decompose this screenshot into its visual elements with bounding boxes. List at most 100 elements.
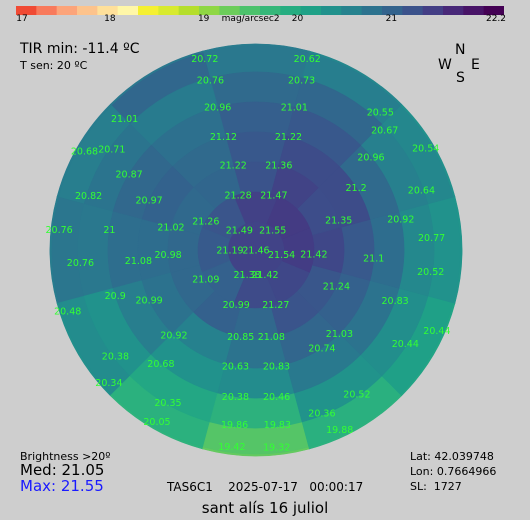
sky-value-label: 20.9: [105, 291, 126, 302]
colorbar-swatch: [280, 6, 302, 15]
max-value: Max: 21.55: [20, 477, 104, 495]
colorbar: [16, 6, 504, 15]
sky-value-label: 20.74: [308, 343, 335, 354]
sky-value-label: 19.42: [218, 442, 245, 453]
sky-value-label: 21.22: [275, 132, 302, 143]
sky-value-label: 20.36: [308, 409, 335, 420]
sky-value-label: 19.83: [264, 420, 291, 431]
sky-value-label: 21.08: [258, 332, 285, 343]
sky-value-label: 20.76: [45, 225, 72, 236]
sky-value-label: 20.67: [371, 126, 398, 137]
colorbar-swatch: [361, 6, 383, 15]
sky-value-label: 21.22: [220, 161, 247, 172]
brightness-threshold-label: Brightness >20º: [20, 450, 111, 463]
sky-limit-label: SL: 1727: [410, 480, 462, 493]
colorbar-swatch: [463, 6, 485, 15]
sky-value-label: 21: [103, 225, 115, 236]
sky-value-label: 21.38: [233, 270, 260, 281]
latitude-label: Lat: 42.039748: [410, 450, 494, 463]
colorbar-swatch: [36, 6, 58, 15]
median-value: Med: 21.05: [20, 461, 105, 479]
sky-value-label: 20.83: [381, 296, 408, 307]
sky-value-label: 20.68: [147, 359, 174, 370]
compass-east: E: [471, 57, 480, 73]
colorbar-swatch: [483, 6, 504, 15]
colorbar-swatch: [199, 6, 220, 15]
sky-value-label: 20.76: [67, 258, 94, 269]
sky-value-label: 20.99: [223, 300, 250, 311]
colorbar-swatch: [321, 6, 342, 15]
tir-min-label: TIR min: -11.4 ºC: [20, 41, 140, 57]
sky-value-label: 21.03: [326, 329, 353, 340]
sky-value-label: 21.01: [281, 103, 308, 114]
sky-value-label: 21.47: [260, 190, 287, 201]
sky-value-label: 20.92: [387, 215, 414, 226]
compass-north: N: [455, 42, 466, 58]
sky-value-label: 20.52: [343, 390, 370, 401]
sky-value-label: 21.35: [325, 215, 352, 226]
colorbar-swatch: [117, 6, 139, 15]
sky-value-label: 21.01: [111, 114, 138, 125]
sky-value-label: 20.72: [191, 54, 218, 65]
sky-value-label: 20.96: [204, 103, 231, 114]
sky-value-label: 20.38: [222, 392, 249, 403]
sky-value-label: 21.54: [268, 250, 295, 261]
sky-value-label: 20.48: [54, 307, 81, 318]
sky-value-label: 21.19: [216, 246, 243, 257]
colorbar-swatch: [97, 6, 119, 15]
sky-value-label: 21.1: [363, 254, 384, 265]
sky-value-label: 20.46: [263, 392, 290, 403]
sky-value-label: 20.99: [135, 295, 162, 306]
colorbar-tick-label: 20: [291, 14, 304, 24]
sky-value-label: 20.64: [408, 185, 435, 196]
colorbar-swatch: [77, 6, 98, 15]
sky-value-label: 20.68: [71, 147, 98, 158]
sky-value-label: 20.73: [288, 76, 315, 87]
sky-value-label: 21.28: [224, 190, 251, 201]
colorbar-swatch: [219, 6, 241, 15]
colorbar-swatch: [178, 6, 200, 15]
colorbar-swatch: [402, 6, 424, 15]
colorbar-swatch: [260, 6, 281, 15]
sky-value-label: 21.42: [300, 250, 327, 261]
sky-value-label: 20.87: [115, 169, 142, 180]
sky-value-label: 21.36: [265, 161, 292, 172]
colorbar-swatch: [56, 6, 78, 15]
sky-value-label: 21.02: [157, 223, 184, 234]
colorbar-swatch: [382, 6, 403, 15]
sky-value-label: 20.52: [417, 267, 444, 278]
colorbar-swatch: [443, 6, 464, 15]
sky-value-label: 20.34: [95, 378, 122, 389]
sky-value-label: 20.63: [222, 362, 249, 373]
colorbar-ticks: 17 18 19 20 21 22.2 mag/arcsec2: [0, 14, 530, 28]
sky-value-label: 20.96: [357, 152, 384, 163]
sky-value-label: 20.82: [75, 191, 102, 202]
sky-value-label: 20.54: [412, 144, 439, 155]
colorbar-swatch: [158, 6, 180, 15]
sensor-temp-label: T sen: 20 ºC: [20, 59, 88, 72]
sky-value-label: 20.05: [143, 417, 170, 428]
instrument-timestamp: TAS6C1 2025-07-17 00:00:17: [167, 480, 364, 494]
colorbar-tick-label: 19: [197, 14, 210, 24]
sky-value-label: 21.09: [192, 275, 219, 286]
sky-value-label: 20.38: [102, 351, 129, 362]
sky-value-label: 21.2: [346, 183, 367, 194]
colorbar-unit: mag/arcsec2: [221, 14, 280, 24]
colorbar-swatch: [239, 6, 261, 15]
sky-value-label: 21.12: [210, 132, 237, 143]
colorbar-tick-label: 18: [104, 14, 116, 24]
sky-value-label: 20.71: [98, 145, 125, 156]
sky-value-label: 20.97: [135, 196, 162, 207]
sky-sector-cell: [107, 211, 143, 289]
sky-value-label: 21.42: [251, 270, 278, 281]
sky-value-label: 20.35: [154, 398, 181, 409]
sky-value-label: 20.77: [418, 233, 445, 244]
sky-value-label: 20.76: [197, 76, 224, 87]
sky-value-label: 21.55: [259, 226, 286, 237]
sky-value-label: 20.44: [392, 339, 419, 350]
sky-value-label: 20.62: [294, 54, 321, 65]
chart-caption: sant alís 16 juliol: [201, 499, 329, 517]
zenith-cell: [228, 222, 284, 278]
colorbar-swatch: [300, 6, 322, 15]
